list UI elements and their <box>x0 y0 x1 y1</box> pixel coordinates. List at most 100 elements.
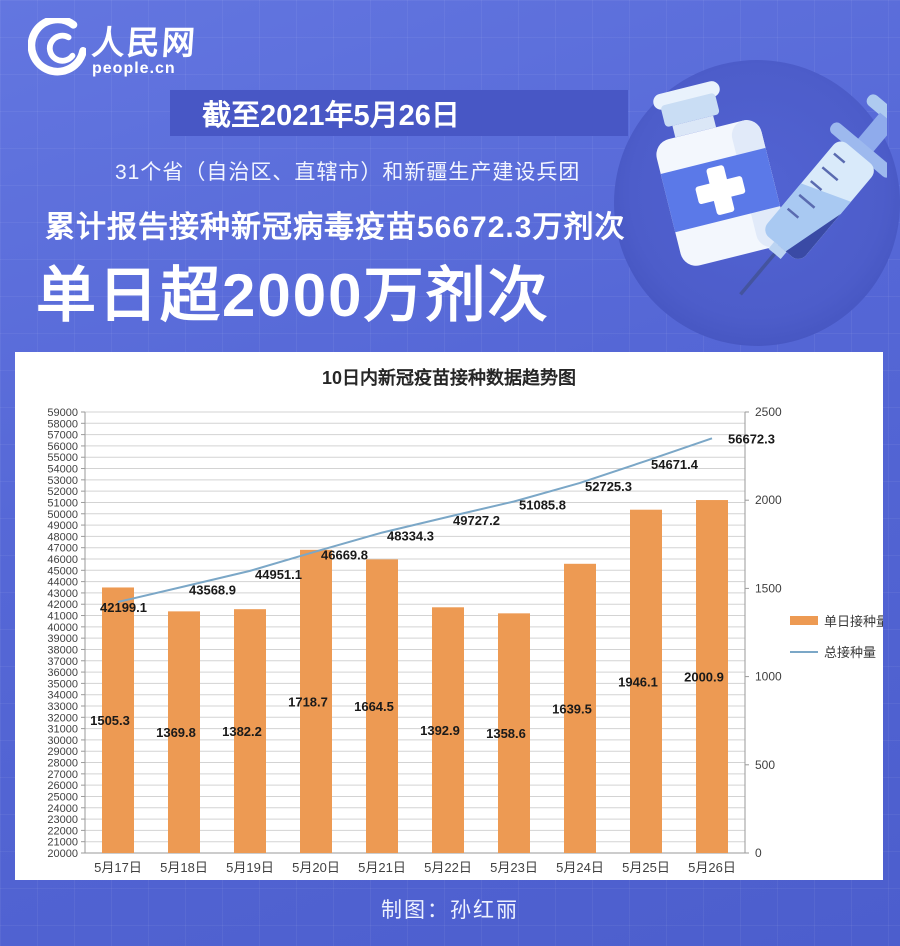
right-axis-label: 2500 <box>755 405 782 419</box>
chart-panel: 10日内新冠疫苗接种数据趋势图 20000 21000 22000 23000 24000… <box>15 352 889 880</box>
x-axis-label: 5月26日 <box>688 860 736 875</box>
syringe-icon <box>739 94 887 296</box>
chart-title: 10日内新冠疫苗接种数据趋势图 <box>322 367 576 388</box>
line-value-label: 49727.2 <box>453 513 500 528</box>
bar-value-label: 1946.1 <box>618 674 658 689</box>
vial-icon <box>653 81 787 266</box>
line-value-label: 56672.3 <box>728 431 775 446</box>
left-axis-label: 31000 <box>47 724 78 736</box>
left-axis-label: 53000 <box>47 475 78 487</box>
bar <box>696 500 728 853</box>
left-axis-label: 24000 <box>47 803 78 815</box>
left-axis-label: 44000 <box>47 577 78 589</box>
line-value-label: 51085.8 <box>519 497 566 512</box>
left-axis-label: 47000 <box>47 543 78 555</box>
bar-value-label: 1392.9 <box>420 723 460 738</box>
x-axis-label: 5月18日 <box>160 860 208 875</box>
left-axis-label: 23000 <box>47 814 78 826</box>
left-axis-label: 20000 <box>47 848 78 860</box>
line-value-label: 54671.4 <box>651 457 699 472</box>
left-axis-label: 56000 <box>47 441 78 453</box>
line-value-label: 43568.9 <box>189 582 236 597</box>
right-axis-label: 1500 <box>755 581 782 595</box>
left-axis-label: 39000 <box>47 633 78 645</box>
header-headline: 累计报告接种新冠病毒疫苗56672.3万剂次 <box>45 211 626 244</box>
vial-and-syringe-icon <box>653 81 887 296</box>
line-value-label: 46669.8 <box>321 547 368 562</box>
left-axis-label: 50000 <box>47 509 78 521</box>
logo-en-text: people.cn <box>92 60 176 77</box>
left-axis-label: 28000 <box>47 758 78 770</box>
header-highlight: 单日超2000万剂次 <box>36 262 550 329</box>
vaccine-illustration <box>614 60 900 346</box>
left-axis-label: 22000 <box>47 825 78 837</box>
logo-cn-text: 人民网 <box>90 24 199 61</box>
bar <box>498 613 530 853</box>
legend-line-label: 总接种量 <box>824 645 876 660</box>
right-axis-label: 500 <box>755 758 775 772</box>
bar <box>102 587 134 853</box>
bar-value-label: 2000.9 <box>684 670 724 685</box>
left-axis-label: 48000 <box>47 531 78 543</box>
left-axis-label: 51000 <box>47 497 78 509</box>
left-axis-label: 36000 <box>47 667 78 679</box>
legend-bar-swatch <box>790 616 818 625</box>
right-axis-label: 2000 <box>755 493 782 507</box>
left-axis-label: 42000 <box>47 599 78 611</box>
bar <box>630 509 662 853</box>
date-banner-text: 截至2021年5月26日 <box>202 100 460 132</box>
left-axis-label: 30000 <box>47 735 78 747</box>
line-value-label: 48334.3 <box>387 529 434 544</box>
x-axis-label: 5月19日 <box>226 860 274 875</box>
left-axis-label: 58000 <box>47 418 78 430</box>
bar-value-label: 1382.2 <box>222 724 262 739</box>
bar <box>234 609 266 853</box>
x-axis-label: 5月17日 <box>94 860 142 875</box>
left-axis-label: 29000 <box>47 746 78 758</box>
date-banner: 截至2021年5月26日 <box>170 90 628 136</box>
left-axis-label: 38000 <box>47 644 78 656</box>
left-axis-label: 41000 <box>47 611 78 623</box>
left-axis-label: 55000 <box>47 452 78 464</box>
legend-bar-label: 单日接种量 <box>824 614 883 629</box>
left-axis-label: 49000 <box>47 520 78 532</box>
left-axis-label: 37000 <box>47 656 78 668</box>
left-axis-label: 54000 <box>47 464 78 476</box>
crescent-moon-icon <box>28 18 86 76</box>
x-axis-label: 5月24日 <box>556 860 604 875</box>
bar-value-label: 1369.8 <box>156 725 196 740</box>
right-axis-label: 1000 <box>755 670 782 684</box>
bar <box>564 563 596 853</box>
line-value-label: 52725.3 <box>585 479 632 494</box>
left-axis-label: 57000 <box>47 430 78 442</box>
left-axis-label: 52000 <box>47 486 78 498</box>
left-axis-label: 33000 <box>47 701 78 713</box>
left-axis-label: 45000 <box>47 565 78 577</box>
line-value-label: 44951.1 <box>255 567 302 582</box>
x-axis-label: 5月25日 <box>622 860 670 875</box>
right-axis-label: 0 <box>755 846 762 860</box>
x-axis-label: 5月21日 <box>358 860 406 875</box>
left-axis-label: 26000 <box>47 780 78 792</box>
bar <box>432 607 464 853</box>
bar <box>168 611 200 853</box>
bar-value-label: 1718.7 <box>288 694 328 709</box>
left-axis-label: 25000 <box>47 791 78 803</box>
bar-value-label: 1505.3 <box>90 713 130 728</box>
bar <box>300 549 332 853</box>
left-axis-label: 43000 <box>47 588 78 600</box>
left-axis-label: 21000 <box>47 837 78 849</box>
bar-value-label: 1358.6 <box>486 726 526 741</box>
left-axis-label: 35000 <box>47 678 78 690</box>
bar-value-label: 1664.5 <box>354 699 394 714</box>
x-axis-label: 5月20日 <box>292 860 340 875</box>
left-axis-label: 32000 <box>47 712 78 724</box>
x-axis-label: 5月23日 <box>490 860 538 875</box>
credit-line: 制图：孙红丽 <box>381 899 519 922</box>
left-axis-label: 34000 <box>47 690 78 702</box>
left-axis-label: 27000 <box>47 769 78 781</box>
people-cn-logo: 人民网 people.cn <box>28 16 199 78</box>
left-axis-label: 59000 <box>47 407 78 419</box>
total-line <box>117 437 713 603</box>
